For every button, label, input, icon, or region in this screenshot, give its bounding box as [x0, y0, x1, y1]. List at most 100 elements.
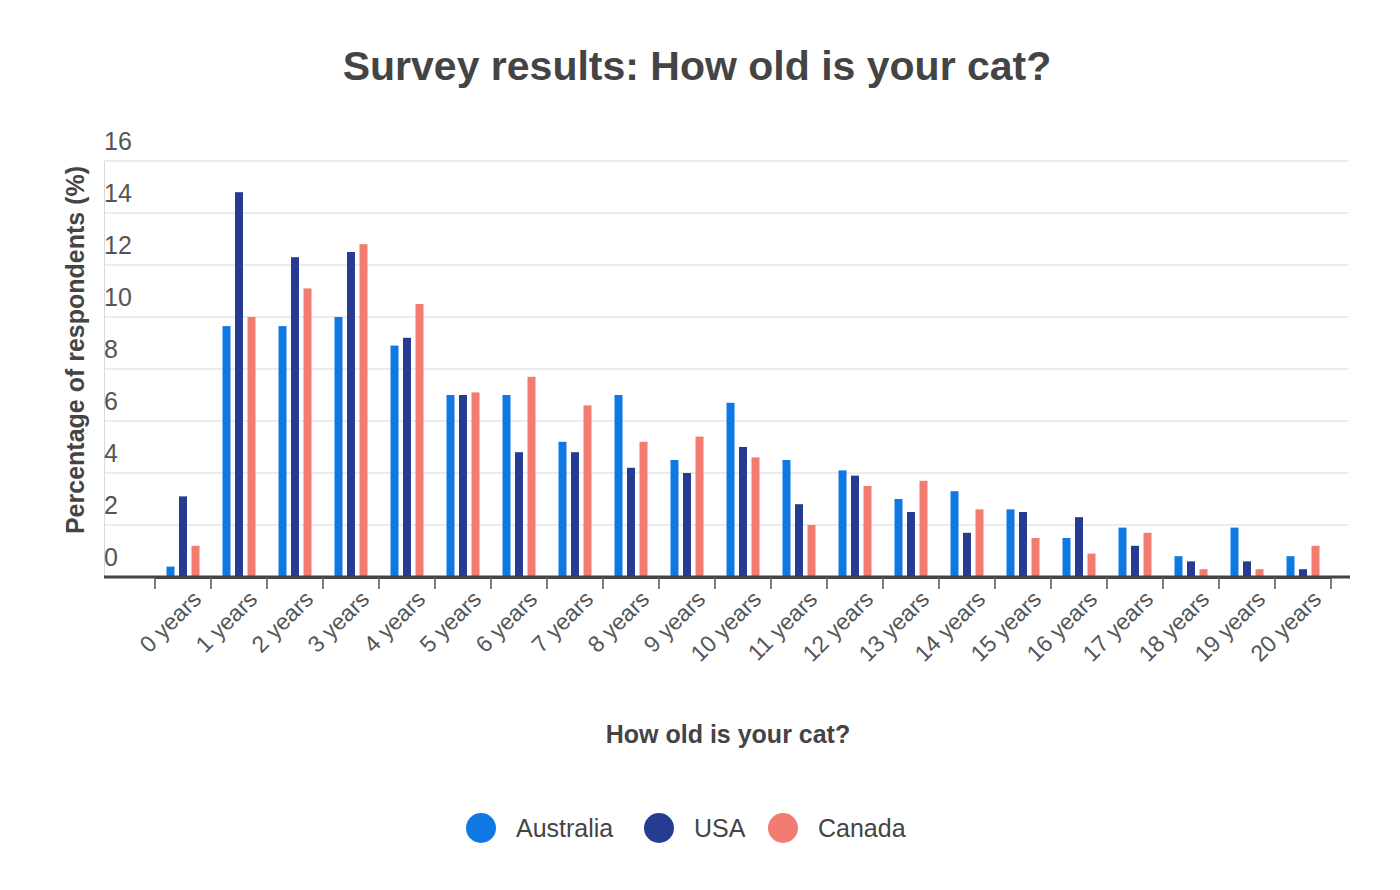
bar	[895, 499, 903, 577]
y-tick: 2	[104, 491, 118, 525]
y-tick-label: 6	[104, 387, 118, 415]
bar	[1187, 561, 1195, 577]
series-bars	[179, 192, 1307, 577]
bar	[223, 326, 231, 577]
bar	[416, 304, 424, 577]
bar	[459, 395, 467, 577]
bar	[808, 525, 816, 577]
bar	[1131, 546, 1139, 577]
bar	[192, 546, 200, 577]
x-tick-label: 5 years	[415, 586, 487, 658]
y-tick-label: 0	[104, 543, 118, 571]
grid-line	[104, 316, 1348, 317]
band-boundary	[1330, 577, 1332, 589]
x-tick-label: 20 years	[1245, 586, 1326, 667]
y-axis: 0 2 4 6 8 10 12 14 16	[104, 127, 132, 577]
bar	[752, 457, 760, 577]
y-tick-label: 16	[104, 127, 132, 155]
y-tick-label: 10	[104, 283, 132, 311]
legend-swatch	[466, 813, 496, 843]
bar	[1075, 517, 1083, 577]
y-tick-label: 4	[104, 439, 118, 467]
bar	[1063, 538, 1071, 577]
x-tick-label: 2 years	[247, 586, 319, 658]
bar	[403, 338, 411, 577]
y-axis-title: Percentage of respondents (%)	[61, 166, 89, 534]
grid-line	[104, 264, 1348, 265]
band-boundary	[770, 577, 772, 589]
bar	[951, 491, 959, 577]
bar	[739, 447, 747, 577]
bar	[179, 496, 187, 577]
bar	[584, 405, 592, 577]
bar	[167, 567, 175, 577]
x-tick-label: 6 years	[471, 586, 543, 658]
grid-line	[104, 160, 1348, 161]
legend-swatch	[768, 813, 798, 843]
bar	[1231, 528, 1239, 577]
band-boundary	[994, 577, 996, 589]
y-tick-label: 14	[104, 179, 132, 207]
bar	[1312, 546, 1320, 577]
band-boundary	[378, 577, 380, 589]
bar	[503, 395, 511, 577]
bars	[167, 192, 1320, 577]
bar	[472, 392, 480, 577]
bar	[795, 504, 803, 577]
bar	[839, 470, 847, 577]
title: Survey results: How old is your cat?	[343, 43, 1052, 89]
bar	[304, 288, 312, 577]
bar	[391, 346, 399, 577]
legend-label: USA	[694, 814, 746, 842]
y-tick: 14	[104, 179, 132, 213]
band-boundary	[546, 577, 548, 589]
series-bars	[167, 317, 1295, 577]
bar	[615, 395, 623, 577]
bar	[248, 317, 256, 577]
x-tick-label: 4 years	[359, 586, 431, 658]
bar	[447, 395, 455, 577]
bar	[571, 452, 579, 577]
bar	[291, 257, 299, 577]
bar	[515, 452, 523, 577]
bar	[335, 317, 343, 577]
bar	[235, 192, 243, 577]
band-boundary	[1274, 577, 1276, 589]
bar	[851, 476, 859, 577]
bar	[1119, 528, 1127, 577]
bar	[671, 460, 679, 577]
bar	[864, 486, 872, 577]
bar	[1243, 561, 1251, 577]
bar	[963, 533, 971, 577]
bar	[1287, 556, 1295, 577]
bar	[627, 468, 635, 577]
legend-item: Australia	[466, 813, 613, 843]
band-boundary	[938, 577, 940, 589]
band-boundary	[882, 577, 884, 589]
band-boundary	[154, 577, 156, 589]
x-tick-label: 1 years	[191, 586, 263, 658]
axis-decor	[104, 577, 1350, 589]
grid-line	[104, 368, 1348, 369]
band-boundary	[826, 577, 828, 589]
y-tick: 6	[104, 387, 118, 421]
bar	[920, 481, 928, 577]
grid-line	[104, 524, 1348, 525]
bar	[976, 509, 984, 577]
band-boundary	[658, 577, 660, 589]
y-tick: 8	[104, 335, 118, 369]
band-boundary	[1218, 577, 1220, 589]
x-tick: 20 years	[1245, 577, 1326, 667]
band-boundary	[602, 577, 604, 589]
bar	[559, 442, 567, 577]
band-boundary	[714, 577, 716, 589]
bar	[907, 512, 915, 577]
y-tick: 12	[104, 231, 132, 265]
bar	[1007, 509, 1015, 577]
legend-label: Canada	[818, 814, 906, 842]
bar	[360, 244, 368, 577]
bar	[347, 252, 355, 577]
y-tick: 16	[104, 127, 132, 161]
bar	[640, 442, 648, 577]
y-tick: 4	[104, 439, 118, 473]
